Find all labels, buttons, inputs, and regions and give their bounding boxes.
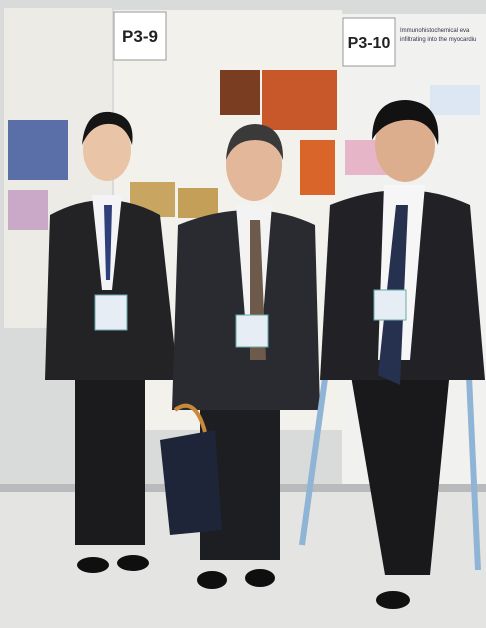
name-badge	[94, 294, 128, 331]
name-badge	[235, 314, 269, 348]
hair	[82, 111, 133, 145]
poster-image	[8, 120, 68, 180]
hair	[372, 100, 439, 145]
trousers	[350, 370, 450, 575]
poster-number-box	[113, 11, 167, 61]
shoe	[197, 571, 227, 589]
bag	[160, 430, 222, 535]
shoe	[117, 555, 149, 571]
face	[375, 108, 435, 182]
tie	[104, 205, 112, 280]
poster-image	[262, 70, 337, 130]
poster-image	[178, 188, 218, 218]
shoe	[77, 557, 109, 573]
name-badge	[373, 289, 407, 321]
poster-image	[220, 70, 260, 115]
shoe	[376, 591, 410, 609]
shoe	[245, 569, 275, 587]
trousers	[75, 375, 145, 545]
poster-title: Immunohistochemical eva	[400, 28, 470, 34]
poster-number: P3-9	[122, 27, 158, 46]
hair	[226, 124, 284, 160]
poster-number-box	[342, 17, 396, 67]
person-right	[299, 100, 485, 609]
person-left	[45, 111, 178, 573]
face	[83, 119, 131, 181]
person-middle	[160, 124, 320, 589]
bag-handle	[173, 403, 207, 433]
poster-number: P3-10	[348, 35, 391, 52]
poster-title: infiltrating into the myocardiu	[400, 37, 476, 43]
poster-chart	[430, 85, 480, 115]
poster-image	[8, 190, 48, 230]
face	[226, 129, 282, 201]
poster-image	[300, 140, 335, 195]
